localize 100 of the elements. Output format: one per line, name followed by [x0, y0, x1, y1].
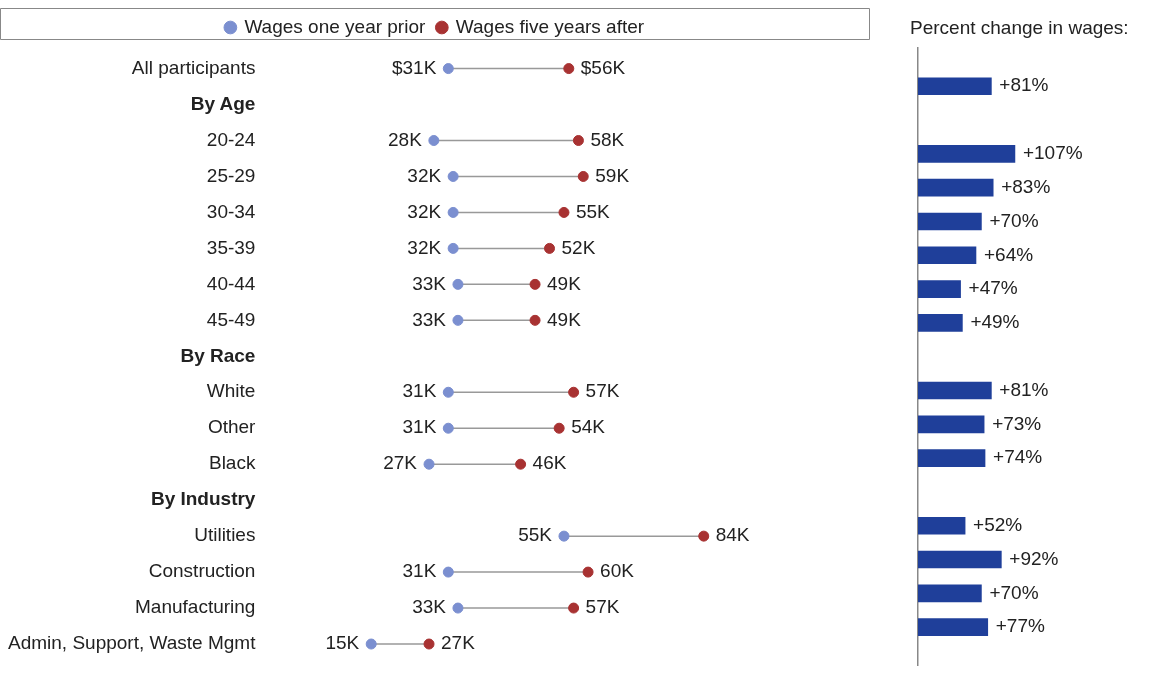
bar: [918, 246, 977, 265]
point: [447, 170, 459, 182]
data-label: 33K: [412, 596, 447, 618]
data-label: +64%: [983, 243, 1034, 265]
point: [558, 530, 570, 542]
y-tick-label: 45-49: [206, 308, 256, 330]
point: [568, 602, 580, 614]
data-label: 32K: [407, 236, 442, 258]
y-tick-label: By Industry: [150, 488, 256, 510]
legend-label: Wages five years after: [455, 15, 645, 37]
point: [582, 566, 594, 578]
data-label: +70%: [989, 209, 1039, 231]
bar: [918, 449, 986, 467]
data-label: 60K: [600, 560, 635, 582]
data-label: 52K: [561, 236, 596, 258]
data-label: 55K: [518, 524, 553, 546]
point: [529, 314, 541, 326]
data-label: 55K: [575, 200, 611, 222]
data-label: +52%: [973, 513, 1023, 535]
data-label: 27K: [441, 632, 476, 654]
y-tick-label: 20-24: [206, 128, 256, 150]
data-label: +83%: [1001, 175, 1051, 197]
y-tick-label: Admin, Support, Waste Mgmt: [8, 632, 257, 654]
data-label: +107%: [1022, 142, 1083, 164]
data-label: 32K: [407, 200, 442, 222]
data-label: 49K: [547, 308, 582, 330]
point: [568, 386, 580, 398]
point: [442, 63, 454, 75]
data-label: 59K: [595, 164, 630, 186]
bar: [918, 550, 1002, 569]
point: [572, 135, 584, 147]
y-tick-label: By Age: [190, 92, 256, 114]
data-label: +92%: [1009, 547, 1059, 569]
y-tick-label: 25-29: [206, 164, 256, 186]
y-tick-label: Construction: [148, 560, 256, 582]
data-label: +81%: [999, 74, 1049, 96]
y-tick-label: Other: [207, 416, 257, 438]
point: [423, 458, 435, 470]
data-label: $31K: [391, 56, 437, 78]
data-label: $56K: [580, 56, 626, 78]
data-label: 31K: [402, 380, 437, 402]
bar: [918, 314, 963, 332]
data-label: +70%: [989, 581, 1039, 603]
bar: [918, 178, 994, 197]
data-label: 31K: [402, 416, 437, 438]
data-label: 28K: [388, 128, 423, 150]
y-tick-label: Manufacturing: [135, 596, 256, 618]
data-label: +77%: [995, 615, 1045, 637]
point: [529, 278, 541, 290]
bar: [918, 584, 982, 603]
point: [447, 242, 459, 254]
y-tick-label: Black: [208, 452, 256, 474]
data-label: +47%: [968, 277, 1018, 299]
legend-label: Wages one year prior: [244, 15, 426, 37]
point: [423, 638, 435, 650]
data-label: 46K: [532, 452, 567, 474]
point: [515, 458, 527, 470]
data-label: 57K: [585, 380, 620, 402]
point: [452, 602, 464, 614]
y-tick-label: White: [206, 380, 256, 402]
y-tick-label: 40-44: [206, 272, 256, 294]
y-tick-label: 30-34: [206, 200, 256, 222]
bar: [918, 415, 985, 434]
data-label: 31K: [402, 560, 437, 582]
y-tick-label: Utilities: [194, 524, 256, 546]
point: [442, 422, 454, 434]
data-label: +73%: [992, 412, 1042, 434]
data-label: +49%: [970, 311, 1020, 333]
point: [553, 422, 565, 434]
y-tick-label: By Race: [180, 344, 256, 366]
point: [698, 530, 710, 542]
point: [452, 278, 464, 290]
point: [558, 206, 570, 218]
data-label: 33K: [412, 308, 447, 330]
point: [452, 314, 464, 326]
data-label: 84K: [715, 524, 750, 546]
bar: [918, 145, 1016, 163]
y-tick-label: All participants: [131, 56, 256, 78]
bar: [918, 280, 961, 298]
bar: [918, 212, 982, 231]
point: [442, 386, 454, 398]
data-label: 54K: [571, 416, 606, 438]
point: [577, 170, 589, 182]
data-label: +74%: [993, 446, 1043, 468]
data-label: 57K: [585, 596, 620, 618]
point: [442, 566, 454, 578]
bar: [918, 516, 966, 535]
data-label: 15K: [325, 632, 360, 654]
point: [365, 638, 377, 650]
data-label: 27K: [383, 452, 418, 474]
bar: [918, 381, 992, 400]
bar: [918, 77, 992, 96]
chart-title: Percent change in wages:: [910, 16, 1129, 38]
data-label: 33K: [412, 272, 447, 294]
point: [428, 135, 440, 147]
data-label: +81%: [999, 378, 1049, 400]
point: [563, 63, 575, 75]
point: [544, 242, 556, 254]
data-label: 49K: [547, 272, 582, 294]
bar: [918, 618, 989, 636]
